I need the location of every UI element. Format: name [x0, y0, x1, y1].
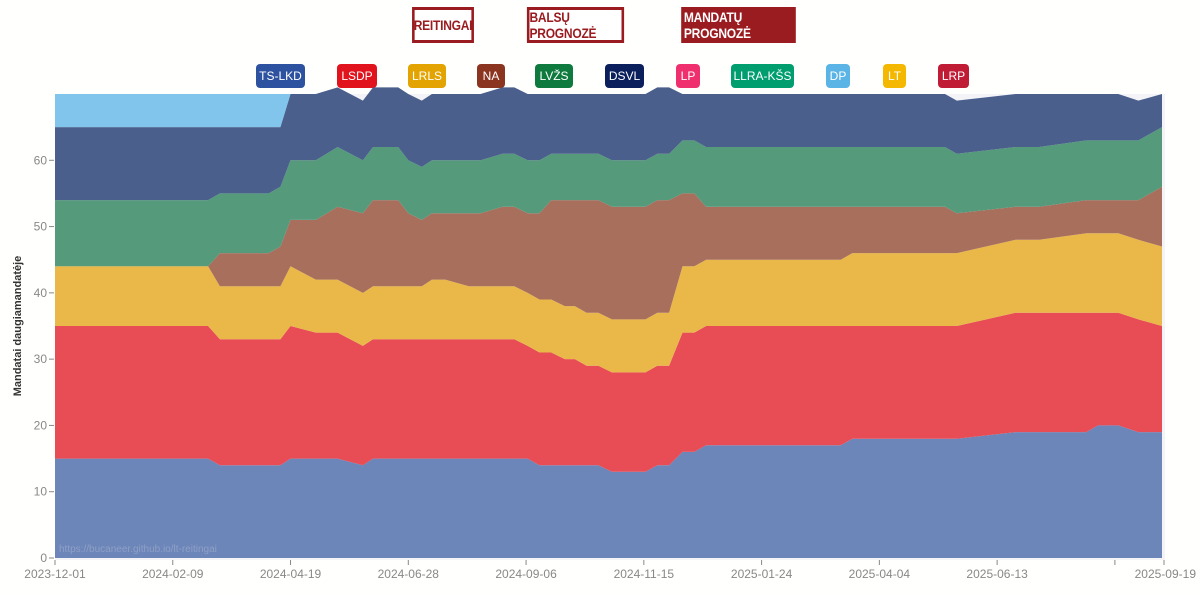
legend-na[interactable]: NA: [477, 64, 505, 88]
x-tick-label: 2025-04-04: [849, 567, 911, 581]
x-tick-label: 2024-09-06: [495, 567, 557, 581]
legend-dsvl[interactable]: DSVL: [605, 64, 644, 88]
area-lrls[interactable]: [55, 233, 1162, 373]
nav-balsu-prognoze-button[interactable]: BALSŲ PROGNOZĖ: [526, 7, 625, 43]
legend-lp[interactable]: LP: [676, 64, 700, 88]
area-ts-lkd[interactable]: [55, 425, 1162, 558]
legend-lrp[interactable]: LRP: [938, 64, 969, 88]
y-tick-label: 60: [34, 153, 48, 167]
area-dsvl[interactable]: [55, 87, 1162, 201]
y-tick-label: 30: [34, 352, 48, 366]
y-axis-label: Mandatai daugiamandatėje: [12, 256, 24, 397]
legend-lsdp[interactable]: LSDP: [337, 64, 377, 88]
nav-mandatu-prognoze-button[interactable]: MANDATŲ PROGNOZĖ: [681, 7, 796, 43]
area-lsdp[interactable]: [55, 312, 1162, 472]
x-tick-label: 2025-01-24: [731, 567, 793, 581]
x-tick-label: 2025-06-13: [966, 567, 1028, 581]
legend-ts-lkd[interactable]: TS-LKD: [256, 64, 305, 88]
legend-lrls[interactable]: LRLS: [408, 64, 446, 88]
area-na[interactable]: [55, 186, 1162, 320]
area-lvžs[interactable]: [55, 127, 1162, 267]
y-tick-label: 40: [34, 286, 48, 300]
nav-reitingai-button[interactable]: REITINGAI: [412, 7, 474, 43]
x-tick-label: 2025-09-19: [1135, 567, 1197, 581]
legend-dp[interactable]: DP: [826, 64, 850, 88]
x-tick-label: 2023-12-01: [24, 567, 86, 581]
area-dp[interactable]: [55, 87, 1162, 128]
legend-lt[interactable]: LT: [883, 64, 906, 88]
y-tick-label: 50: [34, 220, 48, 234]
view-navigation: REITINGAI BALSŲ PROGNOZĖ MANDATŲ PROGNOZ…: [0, 7, 1200, 43]
y-tick-label: 10: [34, 485, 48, 499]
x-tick-label: 2024-06-28: [378, 567, 440, 581]
y-tick-label: 20: [34, 418, 48, 432]
party-legend: TS-LKD LSDP LRLS NA LVŽS DSVL LP LLRA-KŠ…: [0, 64, 1200, 88]
y-tick-label: 0: [40, 551, 47, 565]
legend-llra-kss[interactable]: LLRA-KŠS: [731, 64, 794, 88]
watermark: https://bucaneer.github.io/lt-reitingai: [59, 544, 217, 555]
x-tick-label: 2024-04-19: [260, 567, 322, 581]
legend-lvzs[interactable]: LVŽS: [535, 64, 573, 88]
x-tick-label: 2024-11-15: [614, 567, 675, 581]
x-tick-label: 2024-02-09: [142, 567, 204, 581]
